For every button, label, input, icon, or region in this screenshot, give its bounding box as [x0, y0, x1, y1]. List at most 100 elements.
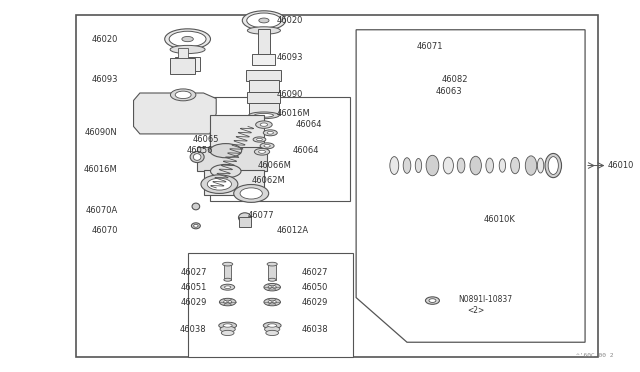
- Ellipse shape: [223, 262, 233, 266]
- Bar: [188, 253, 353, 357]
- Ellipse shape: [175, 91, 191, 99]
- Text: 46082: 46082: [442, 76, 468, 84]
- Text: N0891I-10837: N0891I-10837: [458, 295, 512, 304]
- Text: 46077: 46077: [248, 211, 274, 220]
- Ellipse shape: [426, 297, 440, 304]
- Bar: [224, 264, 232, 280]
- Text: 46051: 46051: [180, 283, 207, 292]
- Text: 46071: 46071: [417, 42, 443, 51]
- Text: 46064: 46064: [296, 120, 322, 129]
- Text: 46027: 46027: [180, 268, 207, 277]
- Ellipse shape: [259, 18, 269, 23]
- Ellipse shape: [426, 155, 439, 176]
- Ellipse shape: [257, 138, 262, 141]
- Ellipse shape: [260, 143, 274, 149]
- Text: 46010: 46010: [607, 161, 634, 170]
- Ellipse shape: [264, 326, 280, 332]
- Text: 46056: 46056: [186, 146, 213, 155]
- Ellipse shape: [511, 157, 520, 174]
- Ellipse shape: [239, 213, 251, 222]
- Ellipse shape: [223, 324, 232, 327]
- Ellipse shape: [220, 326, 236, 332]
- Ellipse shape: [243, 11, 285, 30]
- Text: 46038: 46038: [302, 325, 329, 334]
- Text: 46063: 46063: [436, 87, 462, 96]
- Text: 46070A: 46070A: [85, 206, 118, 215]
- Text: 46029: 46029: [302, 298, 328, 307]
- Bar: [197, 147, 267, 171]
- Bar: [204, 170, 264, 195]
- Ellipse shape: [248, 27, 280, 34]
- Ellipse shape: [201, 175, 238, 193]
- Ellipse shape: [268, 300, 276, 304]
- Ellipse shape: [170, 45, 205, 54]
- Ellipse shape: [190, 151, 204, 163]
- Ellipse shape: [221, 330, 234, 336]
- Ellipse shape: [219, 322, 237, 329]
- Ellipse shape: [267, 131, 273, 134]
- Ellipse shape: [548, 157, 558, 174]
- Ellipse shape: [403, 158, 411, 173]
- Ellipse shape: [221, 284, 235, 290]
- Ellipse shape: [457, 158, 465, 173]
- Ellipse shape: [444, 157, 453, 174]
- Ellipse shape: [263, 322, 281, 329]
- Text: 46066M: 46066M: [257, 161, 291, 170]
- Ellipse shape: [538, 158, 544, 173]
- Text: <2>: <2>: [467, 306, 484, 315]
- Text: 46064: 46064: [292, 146, 319, 155]
- Text: 46050: 46050: [302, 283, 328, 292]
- Ellipse shape: [223, 300, 232, 304]
- Polygon shape: [134, 93, 216, 134]
- Ellipse shape: [264, 298, 280, 306]
- Ellipse shape: [249, 112, 279, 119]
- Bar: [268, 264, 276, 280]
- Ellipse shape: [182, 36, 193, 42]
- Ellipse shape: [253, 137, 266, 142]
- Bar: [76, 15, 598, 357]
- Bar: [170, 58, 195, 74]
- Ellipse shape: [170, 89, 196, 101]
- Ellipse shape: [191, 223, 200, 229]
- Text: 46070: 46070: [91, 226, 118, 235]
- Ellipse shape: [470, 156, 481, 175]
- Ellipse shape: [525, 156, 537, 175]
- Ellipse shape: [390, 157, 399, 174]
- Ellipse shape: [266, 330, 278, 336]
- Ellipse shape: [415, 158, 422, 173]
- Text: 46029: 46029: [180, 298, 207, 307]
- Bar: [210, 115, 264, 149]
- Text: ^'60C 00 2: ^'60C 00 2: [576, 353, 614, 358]
- Ellipse shape: [194, 224, 198, 227]
- Ellipse shape: [254, 148, 269, 155]
- Bar: [246, 70, 282, 81]
- Ellipse shape: [225, 286, 231, 289]
- Ellipse shape: [268, 285, 276, 289]
- Text: 46093: 46093: [91, 76, 118, 84]
- Ellipse shape: [193, 154, 201, 160]
- Ellipse shape: [545, 153, 561, 178]
- Ellipse shape: [263, 130, 277, 136]
- Polygon shape: [356, 30, 585, 342]
- Ellipse shape: [264, 144, 270, 147]
- Text: 46090: 46090: [276, 90, 303, 99]
- Ellipse shape: [234, 185, 269, 202]
- Ellipse shape: [499, 159, 506, 172]
- Bar: [249, 103, 279, 115]
- Ellipse shape: [268, 278, 276, 281]
- Text: 46038: 46038: [180, 325, 207, 334]
- Ellipse shape: [486, 158, 493, 173]
- Bar: [257, 29, 270, 54]
- Text: 46027: 46027: [302, 268, 328, 277]
- Ellipse shape: [254, 113, 273, 117]
- Ellipse shape: [268, 324, 276, 327]
- Ellipse shape: [264, 283, 280, 291]
- Text: 46090N: 46090N: [85, 128, 118, 137]
- Text: 46010K: 46010K: [483, 215, 515, 224]
- Bar: [175, 57, 200, 71]
- Ellipse shape: [207, 178, 232, 190]
- Bar: [252, 54, 275, 65]
- Ellipse shape: [169, 31, 206, 47]
- Ellipse shape: [211, 164, 241, 178]
- Bar: [210, 97, 350, 201]
